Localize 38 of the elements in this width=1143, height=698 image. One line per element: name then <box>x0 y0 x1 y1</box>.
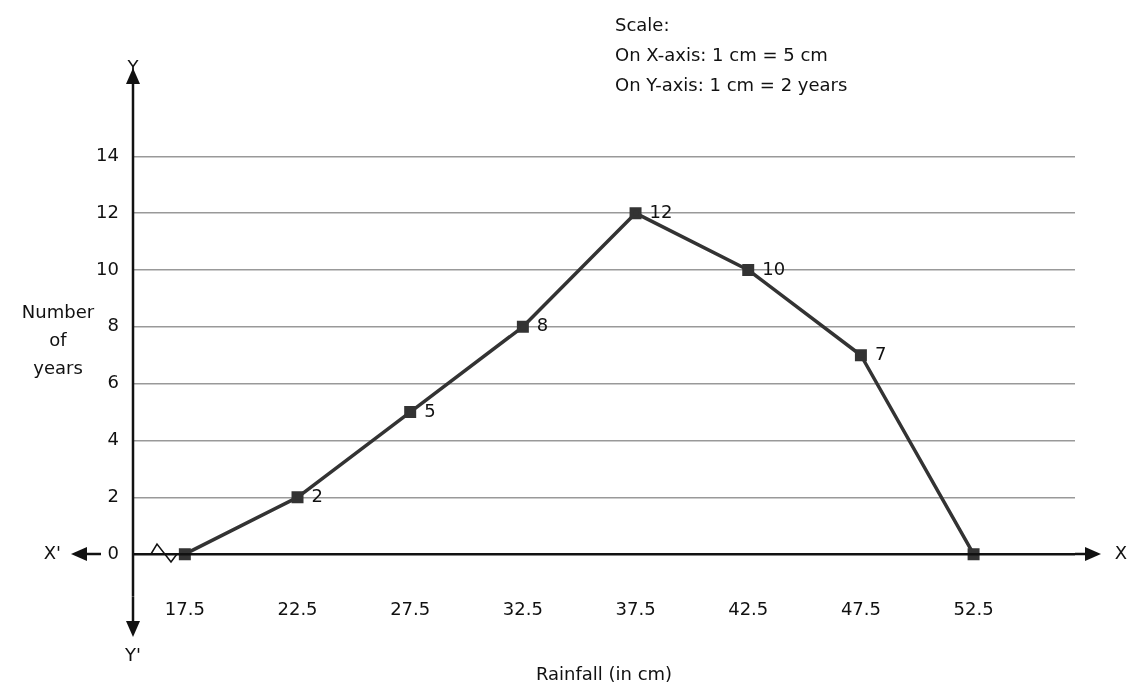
data-label: 5 <box>424 399 436 421</box>
x-tick-label: 37.5 <box>615 598 656 620</box>
y-axis-title: Number of years <box>21 300 95 378</box>
y-tick-label: 10 <box>96 257 119 279</box>
point <box>178 548 191 561</box>
point <box>967 548 980 561</box>
point <box>742 263 755 276</box>
y-tick-label: 6 <box>107 371 119 393</box>
x-tick-label: 17.5 <box>164 598 205 620</box>
data-label: 12 <box>649 200 673 222</box>
y-tick-label: 2 <box>107 485 119 507</box>
x-axis-title: Rainfall (in cm) <box>535 662 673 684</box>
text: Y' <box>124 644 141 666</box>
x-tick-label: 22.5 <box>277 598 318 620</box>
point <box>629 207 642 220</box>
y-tick-label: 8 <box>107 314 119 336</box>
y-tick-label: 14 <box>96 143 119 165</box>
y-tick-label: 12 <box>96 200 119 222</box>
text: On Y-axis: 1 cm = 2 years <box>615 73 848 95</box>
x-tick-label: 32.5 <box>502 598 543 620</box>
point <box>516 320 529 333</box>
point <box>854 349 867 362</box>
y-tick-label: 4 <box>107 428 119 450</box>
text: Scale: <box>615 13 670 35</box>
text: X <box>1114 541 1128 563</box>
point <box>404 406 417 419</box>
text: X' <box>43 541 61 563</box>
x-tick-label: 27.5 <box>390 598 431 620</box>
text: On X-axis: 1 cm = 5 cm <box>615 43 828 65</box>
data-label: 10 <box>762 257 786 279</box>
data-label: 8 <box>536 314 549 336</box>
x-tick-label: 42.5 <box>728 598 769 620</box>
y-tick-label: 0 <box>107 541 119 563</box>
x-tick-label: 52.5 <box>953 598 994 620</box>
point <box>291 491 304 504</box>
data-label: 2 <box>311 485 323 507</box>
x-tick-label: 47.5 <box>840 598 881 620</box>
data-label: 7 <box>874 342 887 364</box>
